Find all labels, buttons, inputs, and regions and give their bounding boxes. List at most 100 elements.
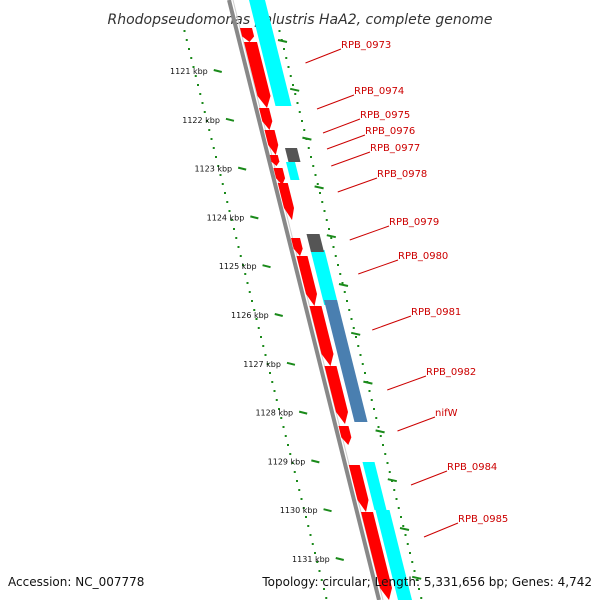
gene-leader-line	[410, 470, 448, 486]
track-dot	[406, 543, 409, 545]
track-dot	[368, 390, 371, 392]
ruler-dot	[269, 372, 271, 374]
ruler-dot	[320, 579, 323, 581]
ruler-dot	[226, 201, 229, 203]
track-dot	[388, 471, 391, 473]
track-dot	[312, 165, 315, 167]
gene-leader-line	[397, 416, 436, 432]
kbp-label: 1129 kbp	[268, 457, 306, 466]
track-dash	[375, 429, 385, 434]
track-dot	[404, 534, 407, 536]
ruler-dot	[185, 39, 188, 41]
gene-label: RPB_0982	[426, 367, 476, 378]
gene-label: RPB_0976	[365, 126, 415, 137]
ruler-dot	[296, 480, 298, 482]
kbp-label: 1123 kbp	[194, 165, 232, 174]
ruler-dot	[284, 435, 287, 437]
forward-cds	[244, 42, 271, 108]
ruler-dot	[325, 597, 328, 599]
kbp-label: 1130 kbp	[280, 506, 318, 515]
kbp-label: 1124 kbp	[207, 213, 245, 222]
gene-features	[240, 0, 412, 600]
gene-label: nifW	[435, 408, 458, 419]
ruler-dot	[251, 300, 253, 302]
gene-leader-line	[423, 522, 459, 538]
ruler-dot	[201, 102, 204, 104]
reverse-cds	[375, 510, 412, 600]
track-dot	[343, 291, 346, 293]
ruler-dot	[188, 48, 190, 50]
forward-cds	[240, 28, 255, 42]
ruler-dot	[248, 291, 251, 293]
gene-labels: RPB_0973 RPB_0974 RPB_0975 RPB_0976 RPB_0977…	[305, 40, 508, 538]
forward-cds	[291, 238, 303, 256]
dotted-tick-track	[277, 30, 423, 599]
gene-leader-line	[349, 225, 390, 241]
track-dot	[325, 219, 328, 221]
track-dot	[384, 453, 387, 455]
track-dot	[350, 318, 353, 320]
gene-label: RPB_0975	[360, 110, 410, 121]
ruler-dot	[316, 561, 319, 563]
ruler-dot	[282, 426, 285, 428]
track-dot	[395, 498, 398, 500]
ruler-dot	[305, 516, 307, 518]
track-dot	[294, 93, 297, 95]
backbone-line	[227, 0, 381, 600]
reverse-cds	[249, 0, 292, 106]
ruler-dot	[307, 525, 310, 527]
track-dot	[328, 228, 330, 230]
ruler-dot	[273, 390, 276, 392]
gene-leader-line	[358, 259, 399, 275]
track-dot	[402, 525, 405, 527]
ruler-dot	[257, 327, 260, 329]
ruler-dot	[278, 408, 280, 410]
ruler-dot	[199, 93, 202, 95]
track-dot	[307, 147, 310, 149]
ruler-dot	[197, 84, 199, 86]
reverse-cds	[286, 162, 300, 180]
forward-cds	[273, 168, 286, 185]
kbp-label: 1126 kbp	[231, 311, 269, 320]
track-dash	[289, 87, 300, 92]
track-dot	[296, 102, 299, 104]
forward-cds	[277, 183, 294, 220]
ruler-dot	[206, 120, 208, 122]
track-dot	[400, 516, 402, 518]
ruler-dot	[224, 192, 226, 194]
track-dash	[326, 234, 337, 239]
ruler-dot	[293, 471, 296, 473]
track-dot	[337, 264, 339, 266]
kbp-label: 1122 kbp	[182, 116, 220, 125]
track-dot	[298, 111, 301, 113]
gene-label: RPB_0973	[341, 40, 391, 51]
track-dot	[301, 120, 303, 122]
ruler-dot	[239, 255, 242, 257]
track-dash	[302, 136, 312, 141]
track-dot	[382, 444, 384, 446]
ruler-dot	[235, 237, 238, 239]
kbp-label: 1131 kbp	[292, 555, 330, 564]
track-dot	[319, 192, 321, 194]
gene-leader-line	[316, 94, 355, 110]
track-dot	[375, 417, 378, 419]
track-dot	[359, 354, 362, 356]
ruler-dot	[233, 228, 235, 230]
track-dot	[420, 597, 423, 599]
kbp-dash	[213, 69, 222, 73]
kbp-dash	[286, 361, 296, 366]
accession-label: Accession: NC_007778	[8, 575, 144, 589]
ruler-dot	[212, 147, 215, 149]
ruler-dot	[298, 489, 301, 491]
track-dot	[323, 210, 326, 212]
gene-leader-line	[372, 315, 412, 331]
ruler-dot	[203, 111, 206, 113]
kbp-label: 1121 kbp	[170, 67, 208, 76]
track-dash	[350, 331, 361, 336]
track-dot	[346, 300, 348, 302]
forward-cds	[259, 108, 273, 130]
track-dot	[409, 552, 411, 554]
track-dash	[338, 283, 349, 287]
track-dot	[292, 84, 294, 86]
track-dot	[370, 399, 373, 401]
